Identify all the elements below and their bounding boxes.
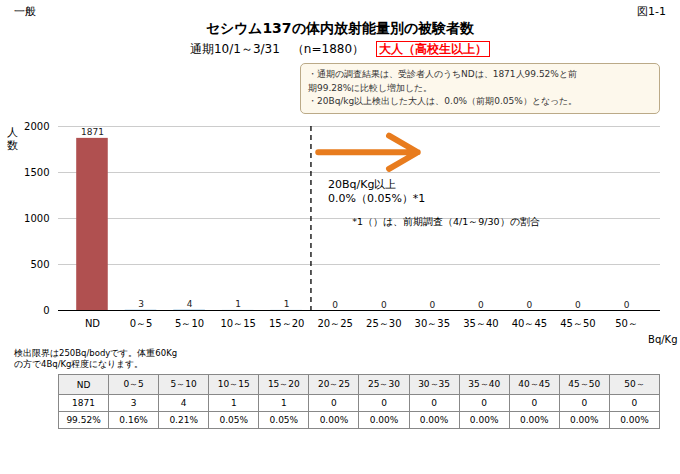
html-text:図1-1: 図1-1: [637, 5, 666, 18]
svg-text:40～45: 40～45: [512, 317, 547, 328]
html-text:40～45: 40～45: [518, 379, 551, 390]
svg-text:1000: 1000: [24, 212, 49, 223]
svg-text:45～50: 45～50: [560, 317, 595, 328]
html-text:0.00%: 0.00%: [570, 415, 599, 426]
svg-text:0: 0: [575, 299, 581, 309]
svg-text:20Bq/Kg以上0.0%（0.05%）*1: 20Bq/Kg以上0.0%（0.05%）*1: [328, 177, 425, 204]
html-text:0.00%: 0.00%: [519, 415, 549, 426]
html-text:1: 1: [230, 398, 237, 409]
svg-text:50～: 50～: [615, 317, 638, 328]
html-text:1: 1: [281, 398, 287, 409]
html-text:15～20: 15～20: [267, 379, 300, 390]
html-text:0: 0: [631, 398, 638, 409]
html-text:5～10: 5～10: [170, 379, 197, 390]
html-text:0: 0: [381, 398, 387, 409]
html-text:0.00%: 0.00%: [369, 415, 399, 426]
svg-text:0: 0: [381, 299, 387, 309]
html-text:・通期の調査結果は、受診者人のうちNDは、1871人99.5: ・通期の調査結果は、受診者人のうちNDは、1871人99.52%と前: [308, 69, 577, 79]
svg-text:0: 0: [43, 304, 49, 315]
html-text:ND: ND: [76, 379, 91, 390]
html-text:0: 0: [581, 398, 588, 409]
svg-text:1: 1: [284, 299, 290, 309]
svg-text:1871: 1871: [81, 127, 104, 137]
svg-text:0: 0: [429, 299, 435, 309]
html-text:の方で4Bq/Kg程度になります。: の方で4Bq/Kg程度になります。: [14, 359, 144, 369]
html-text:0.00%: 0.00%: [620, 415, 649, 426]
svg-text:10～15: 10～15: [220, 317, 255, 328]
svg-text:0: 0: [527, 299, 533, 309]
svg-text:15～20: 15～20: [269, 317, 304, 328]
html-text:通期10/1～3/31 （n=1880） 大人（高校生以上）: 通期10/1～3/31 （n=1880） 大人（高校生以上）: [190, 42, 487, 56]
html-text:0: 0: [531, 398, 538, 409]
svg-text:2000: 2000: [24, 120, 49, 131]
html-text:45～50: 45～50: [568, 379, 601, 390]
svg-text:0: 0: [478, 299, 484, 309]
html-text:0.21%: 0.21%: [169, 415, 198, 426]
html-text:35～40: 35～40: [468, 379, 501, 390]
html-text:1871: 1871: [72, 398, 95, 409]
html-text:0: 0: [431, 398, 437, 409]
html-text:期99.28%に比較し増加した。: 期99.28%に比較し増加した。: [308, 82, 433, 93]
html-text:0.05%: 0.05%: [269, 415, 299, 426]
html-text:50～: 50～: [624, 379, 645, 390]
html-text:セシウム137の体内放射能量別の被験者数: セシウム137の体内放射能量別の被験者数: [206, 20, 474, 36]
html-text:0: 0: [481, 398, 487, 409]
svg-text:4: 4: [187, 299, 193, 309]
html-text:25～30: 25～30: [368, 379, 400, 390]
svg-text:1: 1: [235, 299, 241, 309]
html-text:0～5: 0～5: [123, 379, 144, 390]
html-text:3: 3: [130, 398, 137, 409]
html-text:0.00%: 0.00%: [469, 415, 499, 426]
html-text:0.00%: 0.00%: [419, 415, 449, 426]
html-text:・20Bq/kg以上検出した大人は、0.0%（前期0.05%: ・20Bq/kg以上検出した大人は、0.0%（前期0.05%）となった。: [308, 96, 577, 106]
svg-text:5～10: 5～10: [175, 317, 204, 328]
svg-text:500: 500: [30, 258, 49, 269]
svg-text:35～40: 35～40: [463, 317, 498, 328]
html-text:0.16%: 0.16%: [119, 415, 148, 426]
svg-text:ND: ND: [85, 317, 100, 328]
html-text:0.00%: 0.00%: [319, 415, 349, 426]
html-text:99.52%: 99.52%: [66, 415, 101, 426]
html-text:20～25: 20～25: [318, 379, 350, 390]
svg-text:20～25: 20～25: [317, 317, 352, 328]
html-text:検出限界は250Bq/bodyです。体重60Kg: 検出限界は250Bq/bodyです。体重60Kg: [14, 347, 178, 358]
svg-text:0～5: 0～5: [130, 317, 153, 328]
svg-text:25～30: 25～30: [366, 317, 401, 328]
html-text:0.05%: 0.05%: [219, 415, 249, 426]
svg-text:3: 3: [138, 299, 144, 309]
html-text:4: 4: [180, 398, 187, 409]
svg-text:Bq/Kg: Bq/Kg: [648, 333, 677, 344]
html-text:30～35: 30～35: [418, 379, 450, 390]
html-text:10～15: 10～15: [217, 379, 250, 390]
html-text:0: 0: [331, 398, 337, 409]
svg-text:人数: 人数: [7, 125, 18, 151]
svg-text:30～35: 30～35: [415, 317, 450, 328]
html-text:一般: 一般: [14, 5, 36, 18]
svg-text:0: 0: [624, 299, 630, 309]
svg-text:1500: 1500: [24, 166, 49, 177]
svg-text:0: 0: [332, 299, 338, 309]
svg-text:*1（）は、前期調査（4/1～9/30）の割合: *1（）は、前期調査（4/1～9/30）の割合: [352, 216, 539, 227]
